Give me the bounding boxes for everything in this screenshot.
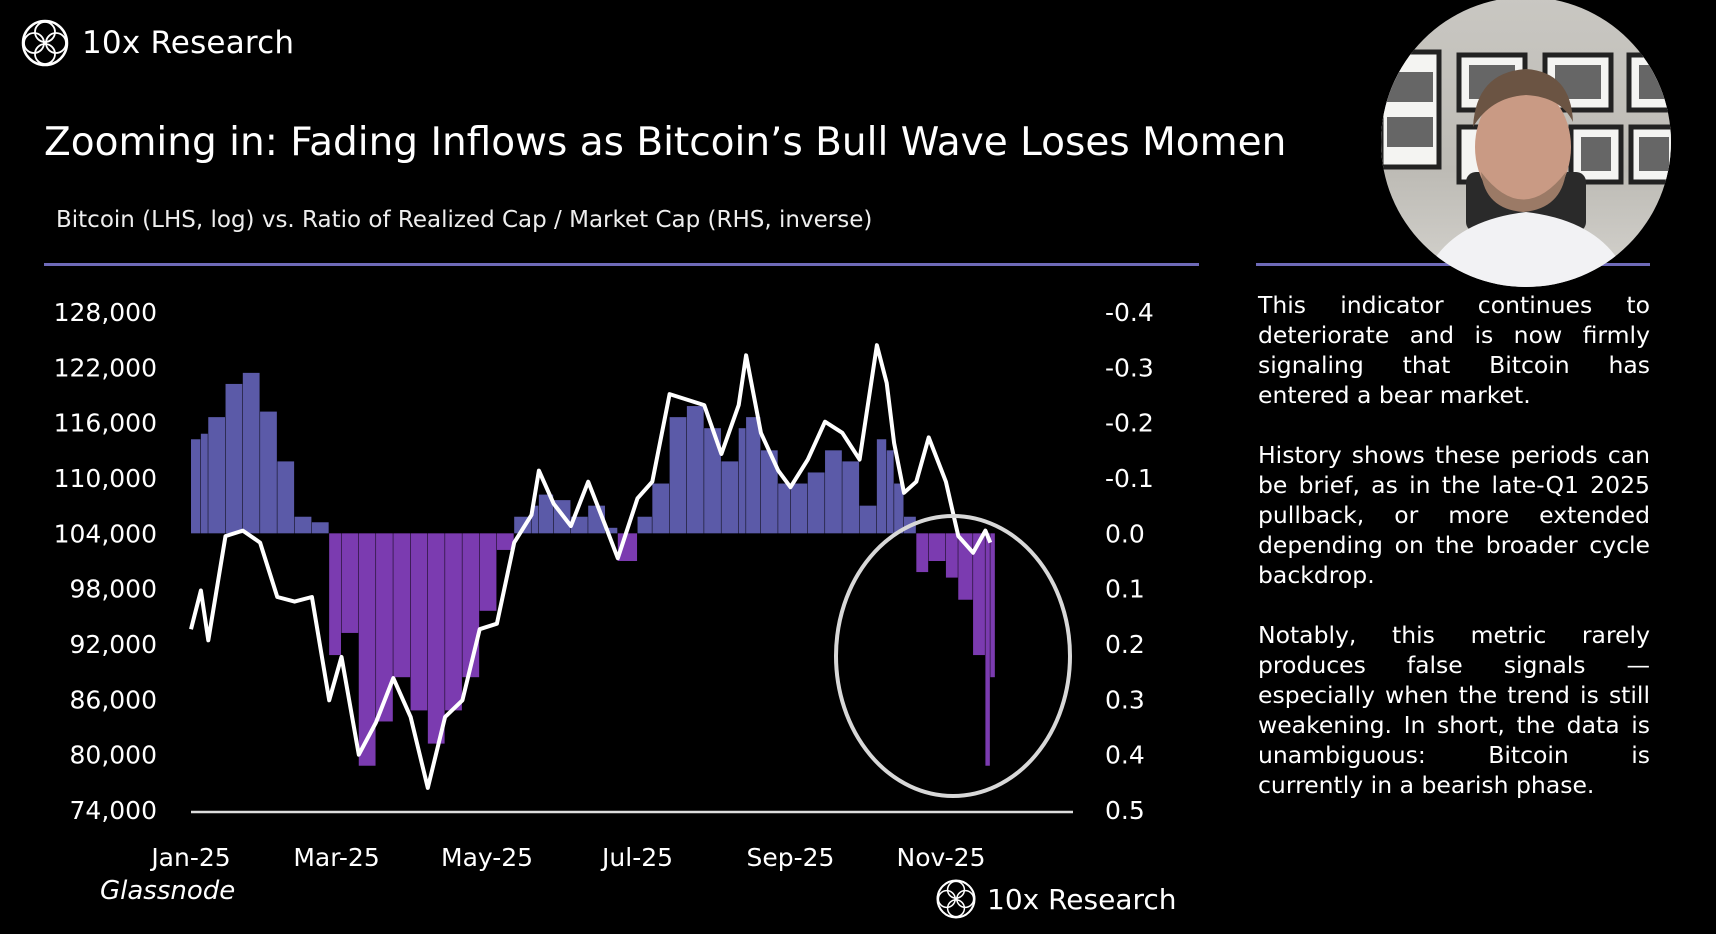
x-axis-tick: Jan-25 [149,843,230,872]
ratio-bar [294,516,312,534]
x-axis-tick: Sep-25 [747,843,835,872]
ratio-bar [825,450,842,534]
ratio-bar [605,527,618,534]
left-axis-tick: 122,000 [54,353,157,382]
ratio-bar [393,533,411,678]
globe-mesh-icon [936,879,976,919]
divider-left [44,263,1199,266]
ratio-bar [807,472,825,534]
presenter-video [1381,0,1671,287]
right-axis-tick: -0.1 [1105,464,1154,493]
ratio-bar [746,417,761,534]
ratio-bar [427,533,445,744]
source-label: Glassnode [100,876,236,906]
right-axis-tick: -0.4 [1105,298,1154,327]
ratio-bar [277,461,295,534]
ratio-bar [445,533,462,711]
commentary: This indicator continues to deteriorate … [1258,290,1650,830]
ratio-bar [191,439,201,534]
right-axis-tick: 0.1 [1105,575,1145,604]
ratio-bar [704,428,721,534]
ratio-bar [985,533,990,766]
right-axis-tick: 0.5 [1105,796,1145,825]
ratio-bar [376,533,393,722]
left-axis-tick: 98,000 [70,575,157,604]
ratio-bar [242,372,260,534]
right-axis-tick: 0.0 [1105,519,1145,548]
footer-brand-name: 10x Research [987,882,1177,916]
ratio-bar [876,439,887,534]
right-axis-tick: 0.4 [1105,741,1145,770]
presenter-image [1381,49,1671,287]
left-axis-tick: 86,000 [70,685,157,714]
ratio-bar [894,483,904,534]
ratio-bar [637,516,652,534]
ratio-bar [358,533,376,766]
highlight-circle [834,514,1072,798]
ratio-bar [669,417,687,534]
x-axis-tick: Jul-25 [600,843,673,872]
brand-logo: 10x Research [20,18,294,68]
ratio-bar [538,494,554,534]
footer-logo: 10x Research [935,878,1177,920]
ratio-bar [341,533,359,633]
ratio-bar [859,505,877,534]
ratio-bar [570,516,588,534]
x-axis-tick: Nov-25 [897,843,986,872]
left-axis-tick: 74,000 [70,796,157,825]
ratio-bar [531,505,539,534]
ratio-bar [686,406,704,534]
ratio-bar [479,533,497,611]
ratio-bar [886,450,894,534]
commentary-paragraph: History shows these periods can be brief… [1258,441,1650,589]
ratio-bar [260,411,277,534]
ratio-bar [721,461,739,534]
ratio-bar [462,533,480,678]
ratio-bar [916,533,929,573]
ratio-bar [990,533,995,678]
ratio-bar [760,450,778,534]
ratio-bar [790,483,808,534]
right-axis-tick: -0.2 [1105,409,1154,438]
left-axis-tick: 110,000 [54,464,157,493]
right-axis-tick: -0.3 [1105,353,1154,382]
ratio-bar [208,417,226,534]
x-axis-tick: Mar-25 [293,843,379,872]
chart-subtitle: Bitcoin (LHS, log) vs. Ratio of Realized… [56,207,873,233]
left-axis-tick: 104,000 [54,519,157,548]
left-axis-tick: 92,000 [70,630,157,659]
chart: 128,000 122,000 116,000 110,000 104,000 98,00… [54,298,1154,872]
ratio-bar [778,483,791,534]
right-axis-tick: 0.2 [1105,630,1145,659]
ratio-bar [928,533,946,561]
left-axis-tick: 80,000 [70,741,157,770]
globe-mesh-icon [21,19,69,67]
ratio-bar [652,483,670,534]
x-axis-tick: May-25 [441,843,533,872]
brand-name: 10x Research [82,25,295,61]
ratio-bar [311,522,329,534]
ratio-bar [496,533,514,550]
ratio-bar [410,533,428,711]
page-title: Zooming in: Fading Inflows as Bitcoin’s … [44,120,1287,165]
ratio-bar [973,533,985,656]
ratio-bar [842,461,860,534]
commentary-paragraph: This indicator continues to deteriorate … [1258,291,1650,409]
left-axis-tick: 116,000 [54,409,157,438]
ratio-bar [200,433,208,534]
ratio-bar [738,428,746,534]
commentary-paragraph: Notably, this metric rarely produces fal… [1258,621,1650,799]
right-axis-tick: 0.3 [1105,685,1145,714]
ratio-bar [225,383,243,534]
bitcoin-price-line [189,343,993,790]
ratio-bar [329,533,341,656]
ratio-bars [191,372,995,766]
left-axis-tick: 128,000 [54,298,157,327]
ratio-bar [945,533,958,578]
